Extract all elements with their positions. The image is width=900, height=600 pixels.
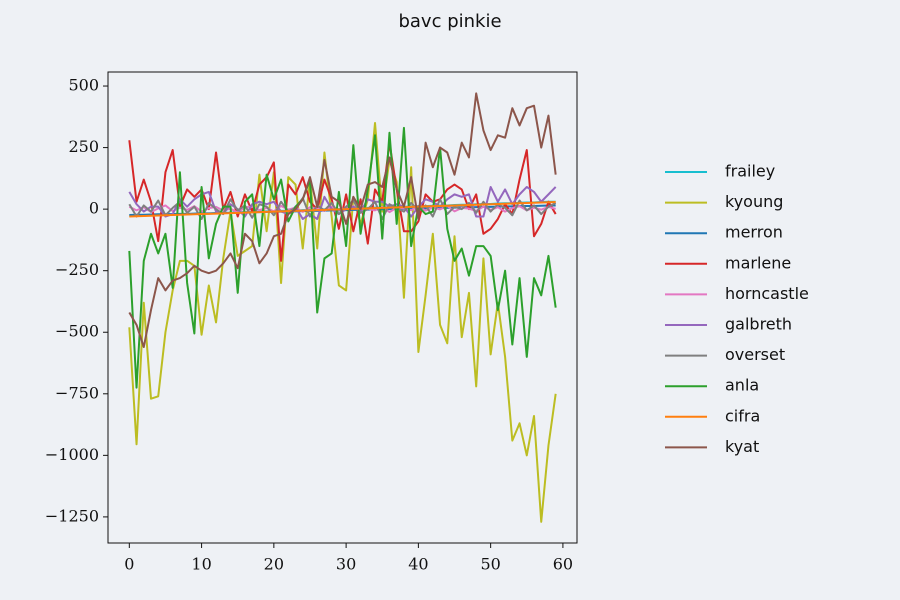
y-tick-label: 500 <box>68 76 99 95</box>
y-tick-label: −500 <box>55 322 99 341</box>
x-tick-label: 60 <box>553 555 573 574</box>
x-tick-label: 20 <box>264 555 284 574</box>
y-tick-label: −250 <box>55 260 99 279</box>
y-tick-label: −1250 <box>45 506 99 525</box>
legend-label: anla <box>725 376 759 395</box>
legend-label: overset <box>725 345 785 364</box>
series-line <box>128 121 557 523</box>
y-tick-label: 0 <box>89 199 99 218</box>
plot-frame <box>107 71 578 544</box>
x-tick-label: 50 <box>480 555 500 574</box>
x-tick-label: 30 <box>336 555 356 574</box>
legend-label: marlene <box>725 253 791 272</box>
legend-label: kyoung <box>725 192 783 211</box>
legend-label: frailey <box>725 162 775 181</box>
chart-title: bavc pinkie <box>398 11 501 32</box>
y-tick-label: −750 <box>55 383 99 402</box>
y-tick-label: −1000 <box>45 445 99 464</box>
x-tick-label: 40 <box>408 555 428 574</box>
x-tick-label: 0 <box>124 555 134 574</box>
y-tick-label: 250 <box>68 137 99 156</box>
x-tick-label: 10 <box>191 555 211 574</box>
series-line <box>128 126 557 389</box>
legend-label: kyat <box>725 437 759 456</box>
series-line <box>128 92 557 349</box>
legend-label: horncastle <box>725 284 809 303</box>
legend-label: cifra <box>725 406 760 425</box>
legend-label: galbreth <box>725 315 792 334</box>
series-line <box>129 201 556 218</box>
legend-label: merron <box>725 223 783 242</box>
